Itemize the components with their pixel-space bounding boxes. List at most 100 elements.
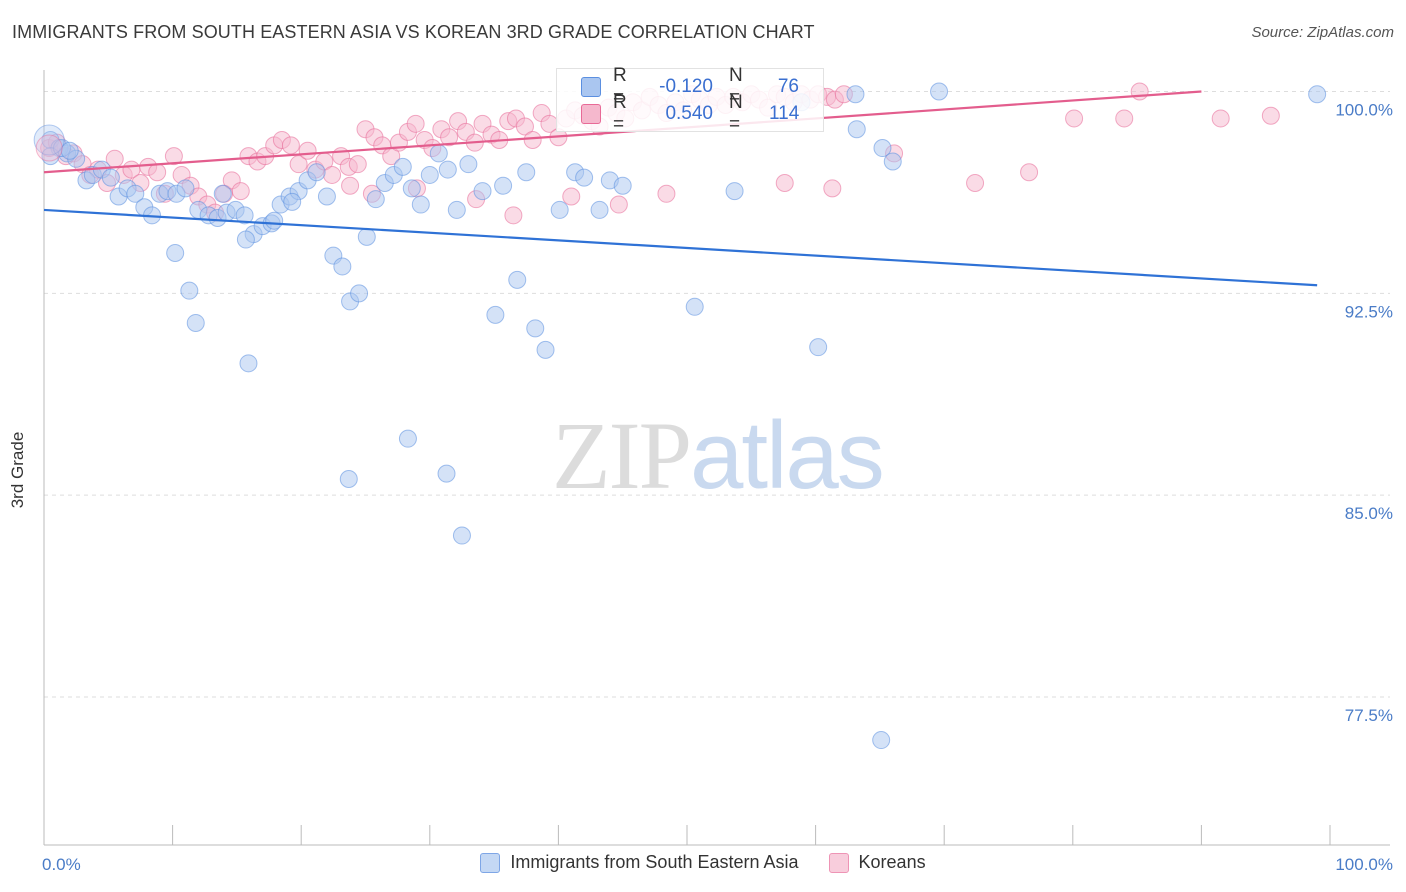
x-tick-label: 0.0% [42,855,81,874]
stats-n-label: N = [729,92,743,135]
blue-point [101,168,120,187]
blue-point [437,464,456,483]
blue-point [265,211,284,230]
blue-point [213,184,232,203]
blue-point [494,176,513,195]
blue-point [613,176,632,195]
x-tick-label: 100.0% [1335,855,1393,874]
blue-point [126,184,145,203]
blue-point [366,190,385,209]
pink-point [523,130,542,149]
stats-r-label: R = [613,65,627,108]
blue-point [393,157,412,176]
watermark-atlas: atlas [690,402,885,509]
stats-n-value: 76 [777,76,799,97]
blue-point [176,179,195,198]
pink-point [775,174,794,193]
pink-point [289,155,308,174]
pink-point [348,155,367,174]
blue-point [307,163,326,182]
stats-swatch-blue [581,77,601,97]
blue-point [872,731,891,750]
legend-label: Koreans [858,852,926,872]
blue-point [685,297,704,316]
blue-point [350,284,369,303]
stats-swatch-pink [581,104,601,124]
blue-point [930,82,949,101]
pink-point [609,195,628,214]
legend-swatch-pink [828,852,849,873]
source-label: Source: ZipAtlas.com [1251,24,1394,41]
blue-point [846,85,865,104]
pink-point [657,184,676,203]
blue-point [590,200,609,219]
pink-point [341,176,360,195]
stats-n-value: 114 [769,103,800,124]
pink-point [323,165,342,184]
pink-point [504,206,523,225]
y-tick-label: 77.5% [1345,706,1393,725]
watermark: ZIPatlas [552,400,885,511]
blue-point [402,179,421,198]
blue-point [847,120,866,139]
blue-point [809,338,828,357]
blue-point [339,470,358,489]
blue-point [473,182,492,201]
y-tick-label: 85.0% [1345,504,1393,523]
blue-point [459,155,478,174]
stats-r-value: -0.120 [659,76,713,97]
blue-point [420,165,439,184]
blue-point [429,144,448,163]
blue-point [575,168,594,187]
blue-point [333,257,352,276]
blue-point [550,200,569,219]
pink-point [1211,109,1230,128]
blue-point [357,227,376,246]
legend-item-pink[interactable]: Koreans [828,852,926,873]
legend-swatch-blue [480,852,501,873]
blue-point [1308,85,1327,104]
y-tick-label: 92.5% [1345,302,1393,321]
stats-n-label: N = [729,65,743,108]
blue-point [447,200,466,219]
chart-title: IMMIGRANTS FROM SOUTH EASTERN ASIA VS KO… [12,22,815,42]
pink-point [231,182,250,201]
blue-point [517,163,536,182]
pink-point-large [35,134,63,162]
blue-point [166,243,185,262]
blue-point [60,141,79,160]
pink-point [298,141,317,160]
pink-point [1261,106,1280,125]
legend: Immigrants from South Eastern Asia Korea… [0,852,1406,873]
pink-point [281,136,300,155]
blue-point [438,160,457,179]
blue-point [725,182,744,201]
blue-point [239,354,258,373]
pink-point [164,147,183,166]
watermark-zip: ZIP [552,402,692,509]
blue-point [283,192,302,211]
blue-point [398,429,417,448]
pink-point [1115,109,1134,128]
legend-item-blue[interactable]: Immigrants from South Eastern Asia [480,852,799,873]
pink-point [966,174,985,193]
pink-point [1020,163,1039,182]
pink-point [823,179,842,198]
pink-point [1065,109,1084,128]
stats-box: R = -0.120 N = 76 R = 0.540 N = 114 [556,65,824,135]
blue-point [411,195,430,214]
pink-point [148,163,167,182]
pink-point [440,128,459,147]
blue-point [883,152,902,171]
blue-point [235,206,254,225]
y-tick-label: 100.0% [1335,101,1393,120]
stats-r-label: R = [613,92,627,135]
blue-point [526,319,545,338]
pink-point [562,187,581,206]
pink-point [1130,82,1149,101]
pink-point [515,117,534,136]
blue-point [536,340,555,359]
blue-point [873,139,892,158]
legend-label: Immigrants from South Eastern Asia [510,852,799,872]
